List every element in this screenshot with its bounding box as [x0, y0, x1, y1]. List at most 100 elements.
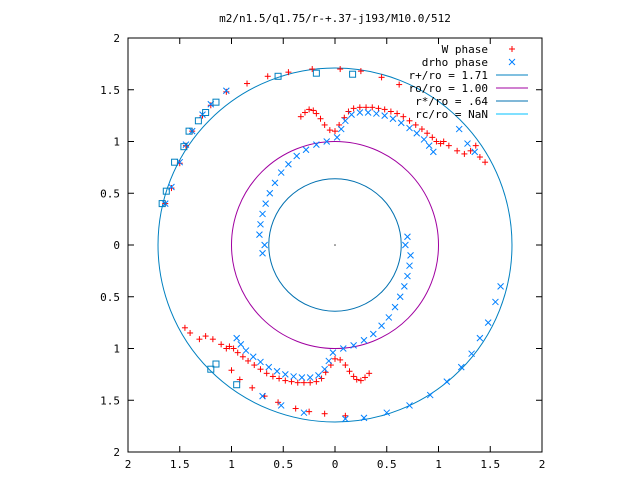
x-tick-label: 2 — [125, 458, 132, 471]
drho-phase-point — [360, 414, 368, 422]
drho-phase-point — [182, 141, 190, 148]
drho-phase-point — [300, 409, 308, 417]
w-phase-point — [310, 107, 317, 114]
w-phase-point — [326, 127, 333, 134]
chart-title: m2/n1.5/q1.75/r-+.37-j193/M10.0/512 — [219, 12, 451, 25]
drho-phase-point — [468, 350, 475, 358]
x-tick-label: 2 — [539, 458, 546, 471]
legend-marker — [508, 58, 516, 66]
data-points — [158, 66, 504, 423]
drho-phase-point — [242, 347, 250, 354]
drho-phase-point — [406, 262, 413, 270]
x-tick-label: 1 — [435, 458, 442, 471]
drho-phase-point — [341, 117, 349, 125]
w-phase-point — [264, 73, 271, 80]
drho-phase-point — [259, 249, 266, 257]
w-phase-point — [345, 108, 352, 115]
w-phase-point — [318, 375, 325, 382]
square-point — [274, 72, 282, 80]
origin-dot — [334, 244, 336, 246]
drho-phase-point — [364, 109, 372, 116]
square-point — [207, 365, 215, 373]
drho-phase-point — [497, 283, 504, 290]
drho-phase-point — [378, 322, 385, 330]
drho-phase-point — [389, 115, 397, 123]
drho-phase-point — [443, 378, 451, 385]
drho-phase-point — [256, 231, 263, 239]
w-phase-point — [226, 343, 233, 350]
drho-phase-point — [323, 138, 331, 145]
drho-phase-point — [302, 146, 310, 154]
drho-phase-point — [369, 330, 377, 338]
drho-phase-point — [285, 160, 292, 168]
w-phase-point — [337, 356, 344, 363]
drho-phase-point — [455, 125, 463, 133]
legend-label: W phase — [442, 43, 488, 56]
w-phase-point — [202, 333, 209, 340]
drho-phase-point — [339, 345, 347, 352]
y-tick-label: 2 — [113, 446, 120, 459]
drho-phase-point — [325, 357, 333, 365]
w-phase-point — [378, 74, 385, 81]
drho-phase-point — [277, 169, 285, 176]
w-phase-point — [309, 66, 316, 73]
w-phase-point — [342, 362, 349, 369]
w-phase-point — [332, 128, 338, 135]
w-phase-point — [306, 408, 313, 415]
drho-phase-point — [298, 374, 306, 381]
w-phase-point — [445, 142, 452, 149]
w-phase-point — [400, 113, 407, 120]
drho-phase-point — [259, 210, 266, 218]
drho-phase-point — [222, 87, 230, 95]
w-phase-point — [440, 138, 447, 145]
drho-phase-point — [337, 125, 345, 133]
x-tick-label: 0.5 — [377, 458, 397, 471]
w-phase-point — [257, 366, 264, 373]
drho-phase-point — [413, 129, 421, 137]
circle-2 — [268, 178, 402, 312]
w-phase-point — [263, 370, 270, 377]
y-tick-label: 1 — [113, 343, 120, 356]
w-phase-point — [454, 147, 461, 154]
drho-phase-point — [262, 200, 270, 207]
w-phase-point — [313, 110, 320, 117]
x-tick-label: 0.5 — [273, 458, 293, 471]
w-phase-point — [275, 399, 282, 406]
drho-phase-point — [406, 124, 413, 132]
w-phase-point — [476, 154, 483, 161]
drho-phase-point — [333, 134, 341, 141]
w-phase-point — [181, 324, 188, 331]
y-tick-label: 0.5 — [100, 291, 120, 304]
drho-phase-point — [348, 111, 355, 118]
w-phase-point — [223, 345, 230, 352]
w-phase-point — [294, 379, 301, 386]
w-phase-point — [269, 373, 276, 380]
w-phase-point — [366, 370, 373, 377]
y-tick-label: 1.5 — [100, 84, 120, 97]
drho-phase-point — [457, 363, 465, 371]
w-phase-point — [306, 106, 313, 113]
x-tick-label: 1.5 — [480, 458, 500, 471]
drho-phase-point — [484, 319, 492, 326]
w-phase-point — [276, 375, 283, 382]
w-phase-point — [396, 81, 403, 88]
drho-phase-point — [385, 314, 393, 321]
legend-label: ro/ro = 1.00 — [409, 82, 488, 95]
drho-phase-point — [237, 341, 245, 348]
drho-phase-point — [471, 148, 479, 156]
y-tick-label: 2 — [113, 32, 120, 45]
drho-phase-point — [273, 367, 281, 375]
legend-label: r*/ro = .64 — [415, 95, 488, 108]
w-phase-point — [387, 108, 394, 115]
drho-phase-point — [266, 189, 274, 197]
y-tick-label: 0.5 — [100, 187, 120, 200]
x-tick-label: 0 — [332, 458, 339, 471]
drho-phase-point — [290, 373, 297, 380]
drho-phase-point — [391, 303, 399, 311]
drho-phase-point — [257, 358, 264, 366]
w-phase-point — [461, 150, 468, 157]
legend-label: rc/ro = NaN — [415, 108, 488, 121]
x-tick-label: 1.5 — [170, 458, 190, 471]
square-point — [312, 69, 320, 77]
w-phase-point — [251, 362, 258, 369]
